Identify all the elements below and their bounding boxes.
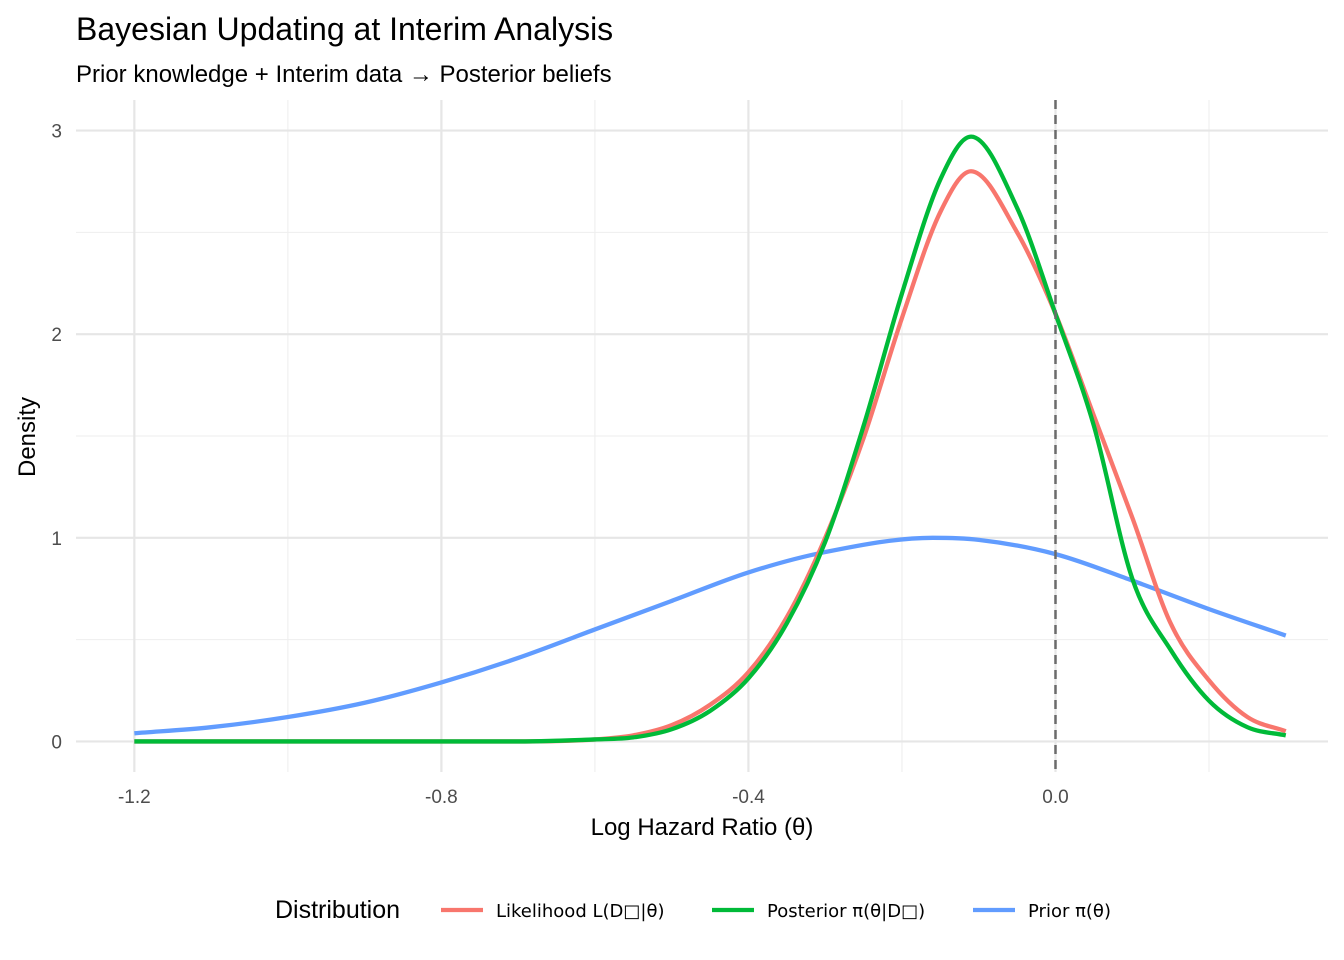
chart-title: Bayesian Updating at Interim Analysis — [76, 11, 613, 47]
legend-items: Likelihood L(D□|θ) Posterior π(θ|D□) Prior… — [441, 901, 1111, 922]
series-line-likelihood — [134, 169, 1287, 744]
legend-item-prior: Prior π(θ) — [973, 901, 1111, 922]
y-tick-label: 2 — [51, 325, 62, 346]
y-tick-label: 0 — [51, 732, 62, 753]
x-tick-labels: -1.2 -0.8 -0.4 0.0 — [118, 787, 1069, 808]
grid — [76, 100, 1328, 772]
legend-item-likelihood: Likelihood L(D□|θ) — [441, 901, 665, 922]
y-tick-label: 1 — [51, 529, 62, 550]
legend-label-likelihood: Likelihood L(D□|θ) — [496, 901, 665, 922]
chart-subtitle: Prior knowledge + Interim data → Posteri… — [76, 61, 612, 88]
y-axis-title: Density — [14, 397, 41, 477]
legend-title: Distribution — [275, 896, 400, 924]
x-tick-label: -0.4 — [732, 787, 765, 808]
legend: Distribution Likelihood L(D□|θ) Posterior… — [275, 896, 1111, 924]
series-line-posterior — [134, 134, 1287, 744]
x-tick-label: -1.2 — [118, 787, 151, 808]
legend-label-prior: Prior π(θ) — [1028, 901, 1111, 922]
legend-item-posterior: Posterior π(θ|D□) — [712, 901, 925, 922]
x-tick-label: -0.8 — [425, 787, 458, 808]
x-tick-label: 0.0 — [1042, 787, 1068, 808]
series-line-prior — [134, 535, 1287, 736]
y-tick-labels: 0 1 2 3 — [51, 122, 62, 754]
legend-label-posterior: Posterior π(θ|D□) — [767, 901, 925, 922]
x-axis-title: Log Hazard Ratio (θ) — [591, 814, 814, 841]
y-tick-label: 3 — [51, 122, 62, 143]
series-layer — [134, 134, 1287, 744]
